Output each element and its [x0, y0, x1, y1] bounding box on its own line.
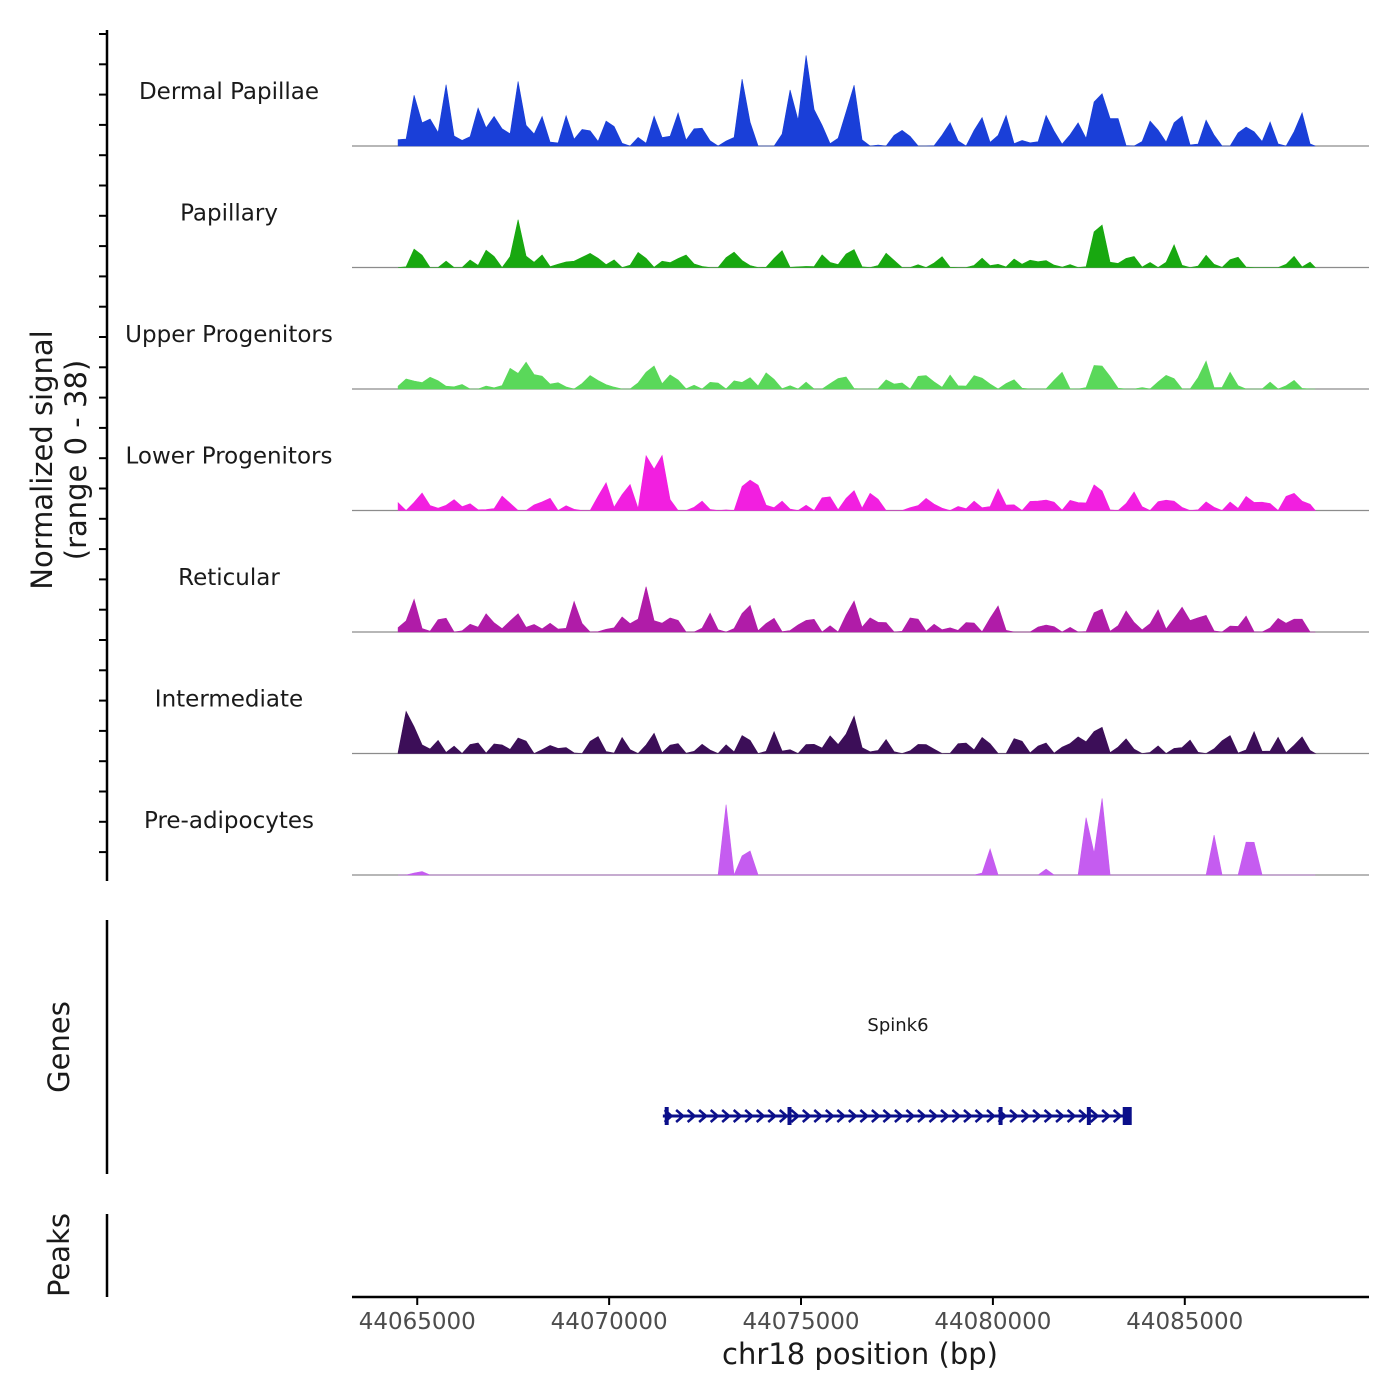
gene-strand-arrow — [698, 1109, 709, 1123]
gene-strand-arrow — [686, 1109, 697, 1123]
gene-strand-arrow — [1112, 1109, 1123, 1123]
gene-strand-arrow — [1078, 1109, 1089, 1123]
gene-exon — [1086, 1107, 1091, 1125]
gene-strand-arrow — [940, 1109, 950, 1123]
peaks-axis-title: Peaks — [42, 1213, 76, 1297]
track-label: Pre-adipocytes — [144, 808, 314, 834]
gene-strand-arrow — [905, 1109, 916, 1123]
track-label: Papillary — [180, 201, 278, 227]
genes-axis-title: Genes — [42, 1001, 76, 1093]
gene-strand-arrow — [721, 1109, 732, 1123]
gene-strand-arrow — [790, 1109, 801, 1123]
gene-strand-arrow — [882, 1109, 893, 1123]
gene-label: Spink6 — [867, 1015, 928, 1036]
signal-y-ticks — [99, 33, 107, 854]
gene-strand-arrow — [1066, 1109, 1077, 1123]
gene-exon — [1122, 1107, 1132, 1125]
signal-tracks: Dermal Papillae Papillary Upper Progenitor… — [125, 55, 1369, 877]
gene-strand-arrow — [859, 1109, 870, 1123]
gene-strand-arrow — [928, 1109, 939, 1123]
track-label: Upper Progenitors — [125, 322, 333, 348]
gene-strand-arrow — [824, 1109, 835, 1123]
y-axis-title-line1: Normalized signal — [25, 330, 59, 589]
x-axis-title: chr18 position (bp) — [722, 1337, 998, 1371]
track-signal-area — [397, 586, 1316, 633]
gene-strand-arrow — [1055, 1109, 1065, 1123]
gene-strand-arrow — [871, 1109, 881, 1123]
track-signal-area — [397, 360, 1316, 390]
gene-strand-arrow — [1043, 1109, 1054, 1123]
track-signal-area — [398, 219, 1317, 269]
x-tick-label: 44075000 — [742, 1309, 859, 1335]
x-tick-label: 44065000 — [359, 1309, 476, 1335]
gene-strand-arrow — [675, 1109, 686, 1123]
gene-strand-arrow — [813, 1109, 824, 1123]
gene-strand-arrow — [848, 1109, 858, 1123]
gene-strand-arrow — [836, 1109, 847, 1123]
x-tick-label: 44080000 — [934, 1309, 1051, 1335]
gene-strand-arrow — [709, 1109, 720, 1123]
gene-strand-arrow — [1009, 1109, 1019, 1123]
gene-strand-arrow — [951, 1109, 962, 1123]
gene-exon — [787, 1107, 792, 1125]
track-label: Intermediate — [155, 687, 303, 713]
track-signal-area — [397, 710, 1317, 754]
gene-strand-arrow — [801, 1109, 812, 1123]
gene-strand-arrow — [732, 1109, 743, 1123]
x-axis-ticks: 44065000 44070000 44075000 44080000 44085000 — [359, 1297, 1243, 1335]
track-label: Dermal Papillae — [139, 79, 319, 105]
x-tick-label: 44085000 — [1126, 1309, 1243, 1335]
gene-strand-arrow — [963, 1109, 973, 1123]
gene-strand-arrow — [894, 1109, 904, 1123]
gene-exon — [664, 1107, 669, 1125]
gene-track: Spink6 — [662, 1015, 1132, 1125]
track-signal-area — [397, 454, 1316, 511]
x-tick-label: 44070000 — [551, 1309, 668, 1335]
y-axis-title-line2: (range 0 - 38) — [59, 360, 93, 560]
gene-strand-arrow — [1101, 1109, 1112, 1123]
gene-strand-arrow — [744, 1109, 755, 1123]
track-signal-area — [398, 798, 1316, 877]
gene-strand-arrow — [986, 1109, 996, 1123]
gene-strand-arrow — [778, 1109, 789, 1123]
track-label: Reticular — [178, 565, 280, 591]
track-signal-area — [397, 55, 1316, 147]
gene-strand-arrow — [917, 1109, 927, 1123]
gene-strand-arrow — [1089, 1109, 1100, 1123]
gene-exon — [998, 1107, 1003, 1125]
gene-strand-arrow — [767, 1109, 778, 1123]
gene-strand-arrow — [1020, 1109, 1031, 1123]
track-label: Lower Progenitors — [126, 444, 333, 470]
gene-strand-arrow — [1032, 1109, 1042, 1123]
gene-strand-arrow — [755, 1109, 766, 1123]
gene-strand-arrow — [974, 1109, 985, 1123]
y-axis-title: Normalized signal (range 0 - 38) — [25, 330, 93, 589]
